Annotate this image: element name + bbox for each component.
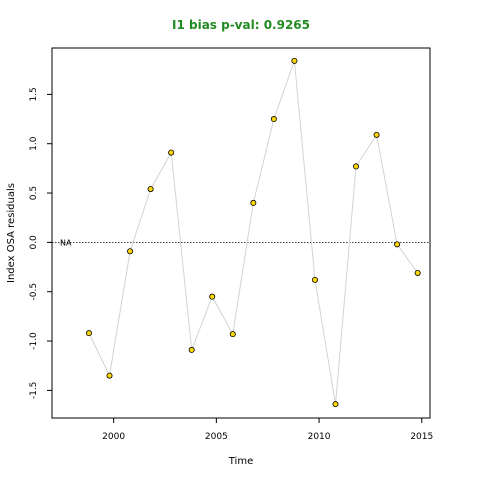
data-point bbox=[373, 131, 380, 138]
data-point bbox=[188, 346, 195, 353]
data-point bbox=[332, 401, 339, 408]
y-tick-label: -0.5 bbox=[29, 283, 39, 301]
data-point bbox=[229, 331, 236, 338]
plot-frame bbox=[51, 47, 431, 419]
data-point bbox=[147, 186, 154, 193]
data-point bbox=[127, 248, 134, 255]
x-axis: 2000 2005 2010 2015 bbox=[102, 418, 433, 442]
data-point bbox=[209, 293, 216, 300]
y-axis: -1.5 -1.0 -0.5 0.0 0.5 1.0 1.5 bbox=[29, 87, 52, 399]
series-line bbox=[88, 60, 419, 405]
y-tick-label: 1.0 bbox=[29, 136, 39, 151]
data-point bbox=[85, 330, 92, 337]
data-point bbox=[394, 241, 401, 248]
x-tick-label: 2010 bbox=[308, 432, 331, 442]
data-point bbox=[106, 372, 113, 379]
data-point bbox=[353, 163, 360, 170]
y-tick-label: -1.0 bbox=[29, 332, 39, 350]
data-point bbox=[270, 116, 277, 123]
y-tick-label: 1.5 bbox=[29, 87, 39, 101]
na-label: NA bbox=[60, 238, 72, 247]
x-axis-label: Time bbox=[228, 456, 253, 467]
data-point bbox=[168, 149, 175, 156]
x-tick-label: 2000 bbox=[102, 432, 125, 442]
y-tick-label: 0.5 bbox=[29, 186, 39, 200]
chart-title: I1 bias p-val: 0.9265 bbox=[172, 18, 310, 32]
data-point bbox=[311, 276, 318, 283]
x-tick-label: 2015 bbox=[410, 432, 433, 442]
data-point bbox=[291, 57, 298, 64]
y-axis-label: Index OSA residuals bbox=[6, 183, 17, 283]
y-tick-label: 0.0 bbox=[29, 235, 39, 250]
data-point bbox=[250, 199, 257, 206]
x-tick-label: 2005 bbox=[205, 432, 228, 442]
data-point bbox=[414, 269, 421, 276]
plot-area: NA bbox=[52, 57, 430, 408]
y-tick-label: -1.5 bbox=[29, 382, 39, 400]
